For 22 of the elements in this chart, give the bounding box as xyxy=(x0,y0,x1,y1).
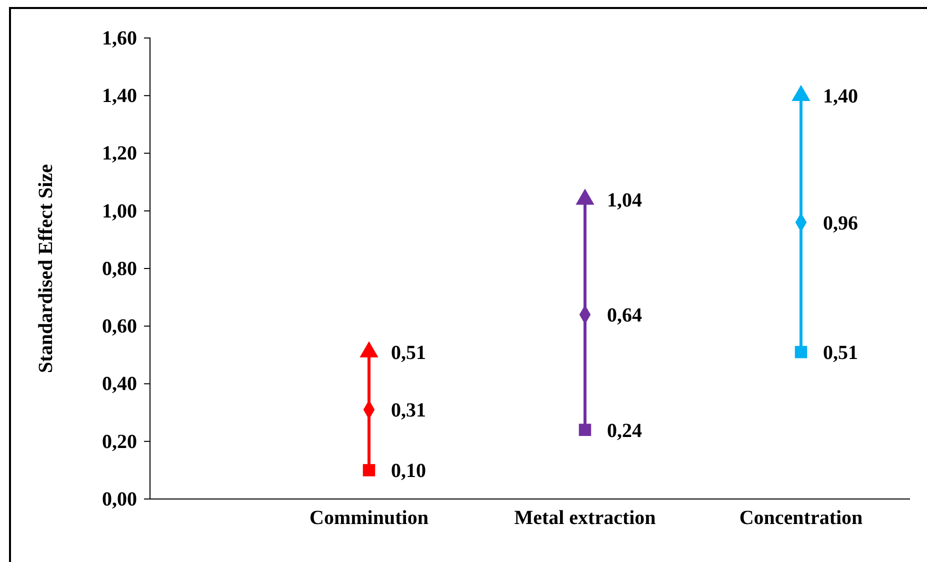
data-label: 0,51 xyxy=(823,342,858,364)
data-label: 0,24 xyxy=(607,420,642,442)
x-tick-label: Comminution xyxy=(310,507,428,529)
y-tick-label: 0,40 xyxy=(102,373,137,396)
y-tick-label: 0,60 xyxy=(102,316,137,338)
y-tick-label: 1,60 xyxy=(102,27,137,50)
y-axis-title: Standardised Effect Size xyxy=(35,164,57,373)
y-tick-label: 0,00 xyxy=(102,488,137,510)
data-label: 1,04 xyxy=(607,189,642,212)
data-label: 0,51 xyxy=(391,342,426,364)
x-tick-label: Metal extraction xyxy=(514,507,656,529)
x-tick-label: Concentration xyxy=(739,507,863,529)
y-tick-label: 1,20 xyxy=(102,142,137,165)
y-tick-label: 0,80 xyxy=(102,258,137,280)
y-tick-label: 1,00 xyxy=(102,200,137,222)
y-tick-label: 0,20 xyxy=(102,430,137,453)
data-label: 0,31 xyxy=(391,400,426,422)
data-label: 0,96 xyxy=(823,212,858,234)
y-tick-label: 1,40 xyxy=(102,85,137,108)
data-label: 0,64 xyxy=(607,304,642,327)
data-label: 0,10 xyxy=(391,460,426,482)
data-label: 1,40 xyxy=(823,86,858,108)
